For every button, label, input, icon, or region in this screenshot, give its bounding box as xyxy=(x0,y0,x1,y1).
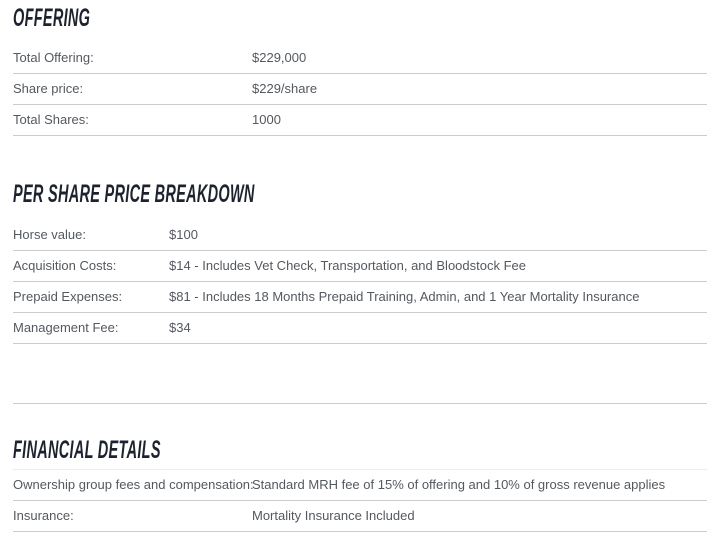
table-row: Share price: $229/share xyxy=(13,74,707,105)
financial-details-heading: FINANCIAL DETAILS xyxy=(13,438,707,463)
row-label: Acquisition Costs: xyxy=(13,258,117,273)
row-value: Standard MRH fee of 15% of offering and … xyxy=(252,477,666,492)
offering-heading-text: OFFERING xyxy=(13,4,91,32)
row-label: Total Shares: xyxy=(13,112,89,127)
table-row: Acquisition Costs: $14 - Includes Vet Ch… xyxy=(13,251,707,282)
section-offering: OFFERING Total Offering: $229,000 Share … xyxy=(13,6,707,136)
row-label: Management Fee: xyxy=(13,320,119,335)
table-row: Total Shares: 1000 xyxy=(13,105,707,136)
row-value: $34 xyxy=(169,320,191,335)
financial-details-heading-text: FINANCIAL DETAILS xyxy=(13,436,161,464)
per-share-price-breakdown-heading: PER SHARE PRICE BREAKDOWN xyxy=(13,182,707,207)
per-share-price-breakdown-table: Horse value: $100 Acquisition Costs: $14… xyxy=(13,220,707,404)
row-label: Prepaid Expenses: xyxy=(13,289,123,304)
table-row: Prepaid Expenses: $81 - Includes 18 Mont… xyxy=(13,282,707,313)
section-financial-details: FINANCIAL DETAILS Ownership group fees a… xyxy=(13,438,707,532)
table-row: Insurance: Mortality Insurance Included xyxy=(13,501,707,532)
table-row-empty xyxy=(13,344,707,404)
offering-heading: OFFERING xyxy=(13,6,707,31)
row-value: 1000 xyxy=(252,112,281,127)
table-row: Ownership group fees and compensation: S… xyxy=(13,470,707,501)
row-label: Ownership group fees and compensation: xyxy=(13,477,254,492)
row-value: $100 xyxy=(169,227,198,242)
per-share-price-breakdown-heading-text: PER SHARE PRICE BREAKDOWN xyxy=(13,180,255,208)
row-label: Horse value: xyxy=(13,227,86,242)
section-per-share-price-breakdown: PER SHARE PRICE BREAKDOWN Horse value: $… xyxy=(13,182,707,404)
row-label: Insurance: xyxy=(13,508,74,523)
offering-table: Total Offering: $229,000 Share price: $2… xyxy=(13,43,707,136)
row-label: Total Offering: xyxy=(13,50,94,65)
financial-details-table: Ownership group fees and compensation: S… xyxy=(13,469,707,532)
table-row: Management Fee: $34 xyxy=(13,313,707,344)
row-label: Share price: xyxy=(13,81,84,96)
table-row: Total Offering: $229,000 xyxy=(13,43,707,74)
offering-details-page: OFFERING Total Offering: $229,000 Share … xyxy=(0,6,720,532)
row-value: Mortality Insurance Included xyxy=(252,508,415,523)
row-value: $81 - Includes 18 Months Prepaid Trainin… xyxy=(169,289,640,304)
row-value: $14 - Includes Vet Check, Transportation… xyxy=(169,258,526,273)
table-row: Horse value: $100 xyxy=(13,220,707,251)
row-value: $229/share xyxy=(252,81,318,96)
row-value: $229,000 xyxy=(252,50,307,65)
